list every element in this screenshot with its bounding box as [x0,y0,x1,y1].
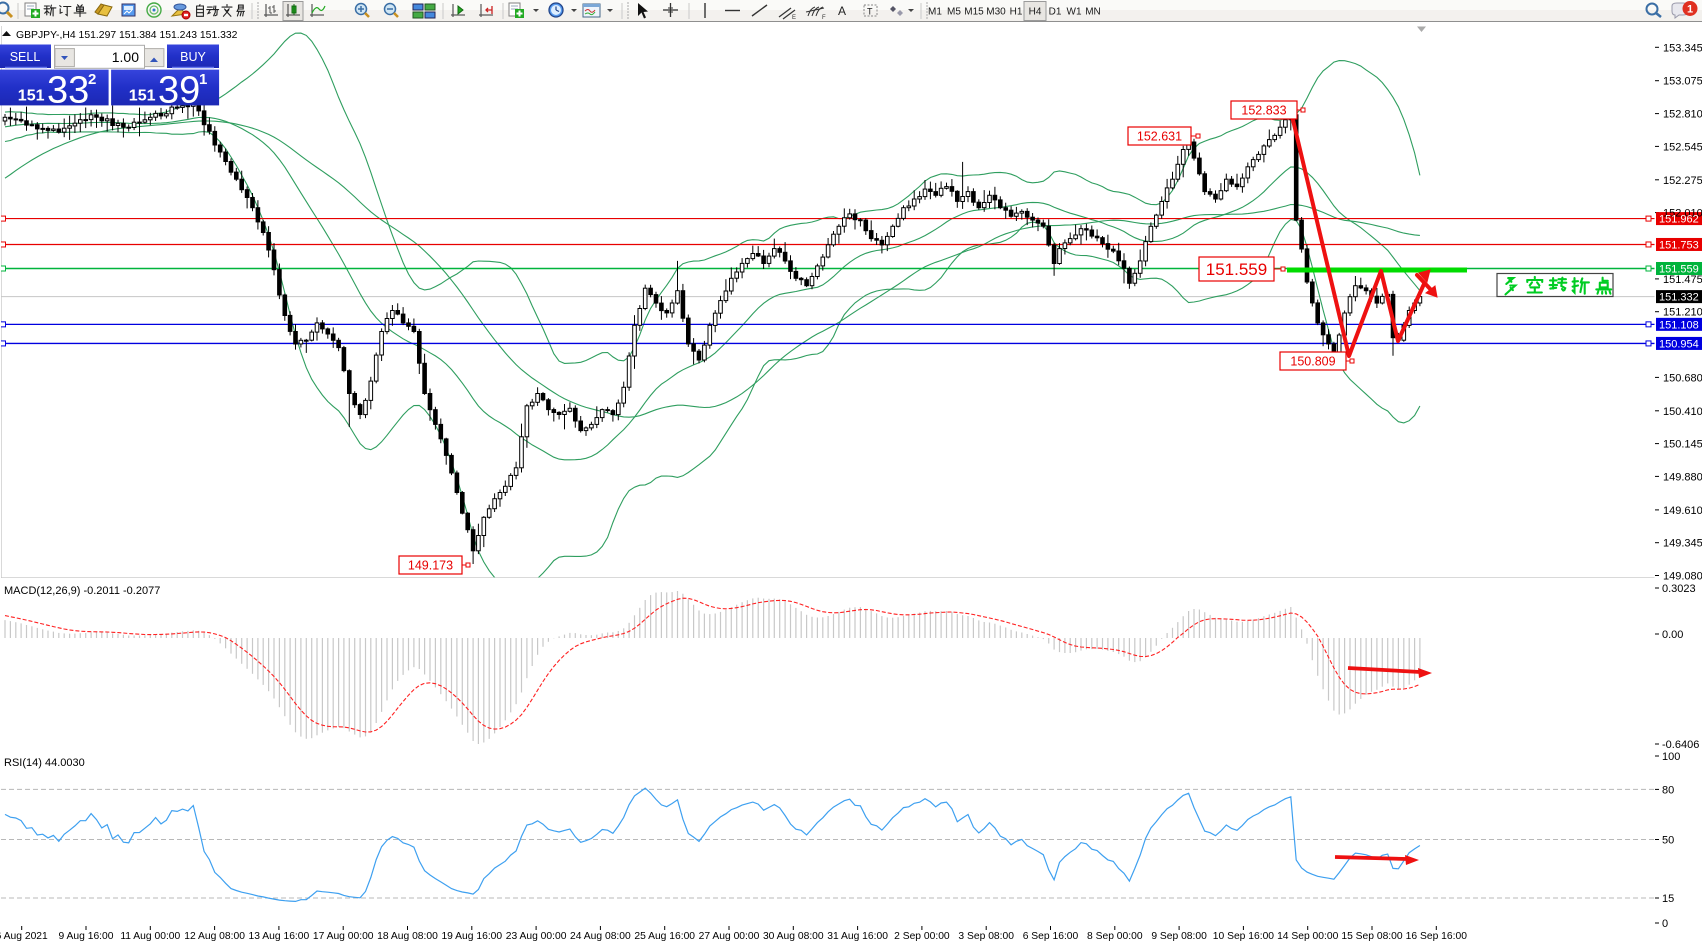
svg-text:-0.6406: -0.6406 [1662,739,1699,751]
svg-text:151.962: 151.962 [1659,214,1699,226]
svg-text:2: 2 [88,71,96,88]
svg-text:50: 50 [1662,835,1674,847]
svg-text:MN: MN [1085,7,1101,18]
svg-text:11 Aug 00:00: 11 Aug 00:00 [120,931,180,942]
svg-text:149.345: 149.345 [1663,538,1702,550]
svg-text:149.880: 149.880 [1663,471,1702,483]
svg-text:19 Aug 16:00: 19 Aug 16:00 [441,931,502,942]
svg-text:39: 39 [158,70,200,112]
svg-text:152.833: 152.833 [1241,104,1286,118]
svg-text:151: 151 [129,87,156,104]
svg-text:151.559: 151.559 [1206,260,1267,279]
svg-text:151.210: 151.210 [1663,307,1702,319]
svg-text:23 Aug 00:00: 23 Aug 00:00 [506,931,567,942]
svg-text:6 Aug 2021: 6 Aug 2021 [0,931,48,942]
svg-text:25 Aug 16:00: 25 Aug 16:00 [634,931,695,942]
svg-text:M30: M30 [986,7,1006,18]
svg-text:151.108: 151.108 [1659,319,1699,331]
svg-text:152.631: 152.631 [1137,130,1182,144]
svg-text:151.332: 151.332 [1659,292,1699,304]
svg-text:BUY: BUY [180,50,206,64]
svg-text:1: 1 [199,71,207,88]
svg-text:MACD(12,26,9) -0.2011 -0.2077: MACD(12,26,9) -0.2011 -0.2077 [4,585,160,597]
svg-text:31 Aug 16:00: 31 Aug 16:00 [827,931,888,942]
svg-text:149.173: 149.173 [408,559,453,573]
svg-text:0: 0 [1662,918,1668,930]
svg-text:150.954: 150.954 [1659,338,1699,350]
svg-text:GBPJPY-,H4 151.297 151.384 15: GBPJPY-,H4 151.297 151.384 151.243 151.3… [16,30,238,41]
svg-text:15: 15 [1662,893,1674,905]
svg-text:M1: M1 [928,7,942,18]
svg-text:A: A [838,4,846,18]
svg-text:13 Aug 16:00: 13 Aug 16:00 [249,931,310,942]
svg-text:12 Aug 08:00: 12 Aug 08:00 [184,931,245,942]
svg-text:E: E [792,15,796,21]
svg-text:100: 100 [1662,751,1680,763]
svg-text:80: 80 [1662,784,1674,796]
svg-text:H1: H1 [1010,7,1023,18]
svg-text:18 Aug 08:00: 18 Aug 08:00 [377,931,438,942]
svg-text:149.080: 149.080 [1663,571,1702,583]
svg-text:151.559: 151.559 [1659,263,1699,275]
svg-text:8 Sep 00:00: 8 Sep 00:00 [1087,931,1143,942]
svg-text:15 Sep 08:00: 15 Sep 08:00 [1341,931,1403,942]
svg-text:SELL: SELL [10,50,41,64]
svg-text:152.275: 152.275 [1663,175,1702,187]
svg-text:M5: M5 [947,7,961,18]
svg-text:9 Aug 16:00: 9 Aug 16:00 [59,931,114,942]
svg-text:152.545: 152.545 [1663,141,1702,153]
svg-text:F: F [822,15,826,21]
svg-text:14 Sep 00:00: 14 Sep 00:00 [1277,931,1339,942]
svg-text:153.345: 153.345 [1663,42,1702,54]
svg-text:151.753: 151.753 [1659,239,1699,251]
svg-text:H4: H4 [1029,7,1042,18]
svg-text:24 Aug 08:00: 24 Aug 08:00 [570,931,631,942]
svg-text:16 Sep 16:00: 16 Sep 16:00 [1406,931,1468,942]
svg-text:1.00: 1.00 [112,49,139,65]
svg-text:151: 151 [18,87,45,104]
svg-text:30 Aug 08:00: 30 Aug 08:00 [763,931,824,942]
svg-text:150.809: 150.809 [1290,355,1335,369]
svg-text:D1: D1 [1049,7,1062,18]
svg-text:W1: W1 [1067,7,1082,18]
svg-text:6 Sep 16:00: 6 Sep 16:00 [1023,931,1079,942]
svg-text:152.810: 152.810 [1663,109,1702,121]
svg-text:27 Aug 00:00: 27 Aug 00:00 [699,931,760,942]
svg-text:150.410: 150.410 [1663,406,1702,418]
svg-text:33: 33 [47,70,89,112]
svg-text:M15: M15 [964,7,984,18]
svg-text:152.010: 152.010 [1663,208,1702,220]
svg-text:0.00: 0.00 [1662,629,1683,641]
svg-text:149.610: 149.610 [1663,505,1702,517]
svg-text:2 Sep 00:00: 2 Sep 00:00 [894,931,950,942]
svg-text:0.3023: 0.3023 [1662,583,1696,595]
svg-text:T: T [867,7,873,17]
svg-text:151.475: 151.475 [1663,274,1702,286]
svg-text:150.680: 150.680 [1663,372,1702,384]
svg-text:10 Sep 16:00: 10 Sep 16:00 [1213,931,1275,942]
svg-text:150.145: 150.145 [1663,439,1702,451]
svg-text:RSI(14) 44.0030: RSI(14) 44.0030 [4,757,85,769]
svg-text:3 Sep 08:00: 3 Sep 08:00 [958,931,1014,942]
svg-text:17 Aug 00:00: 17 Aug 00:00 [313,931,374,942]
svg-text:153.075: 153.075 [1663,76,1702,88]
svg-text:1: 1 [1687,4,1693,16]
svg-text:9 Sep 08:00: 9 Sep 08:00 [1151,931,1207,942]
